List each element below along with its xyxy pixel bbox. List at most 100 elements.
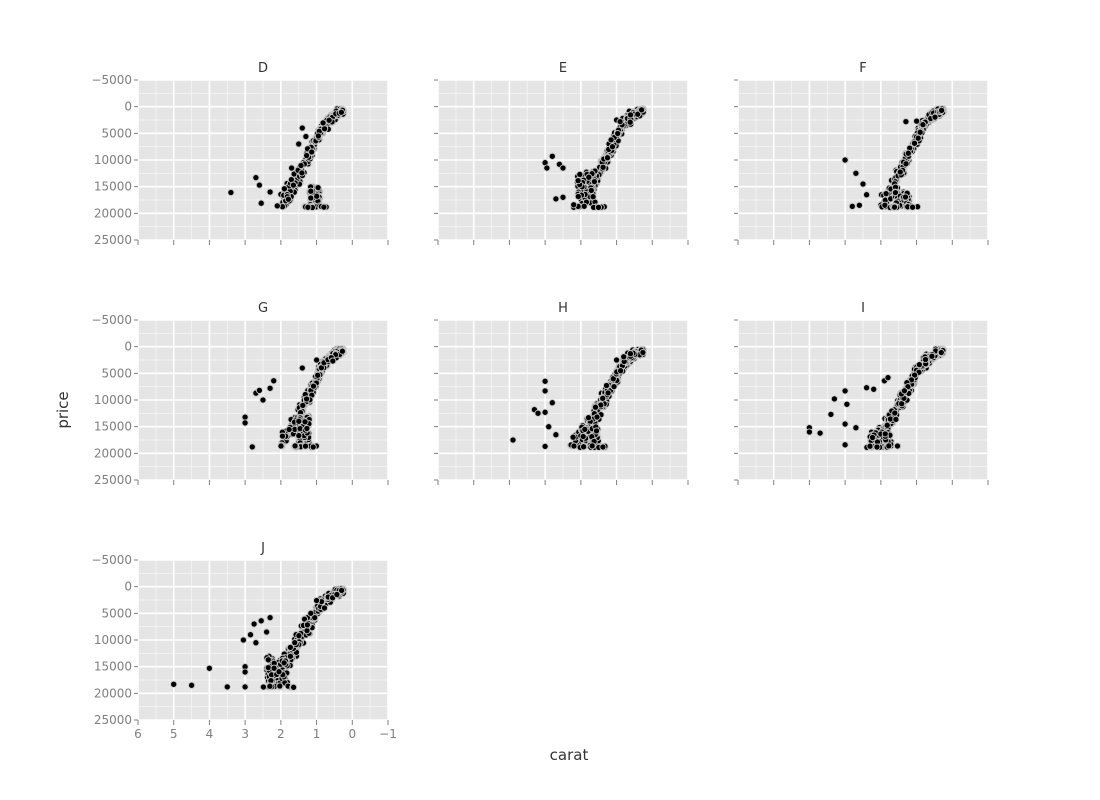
- scatter-point: [307, 609, 315, 617]
- scatter-point: [902, 118, 910, 126]
- scatter-point: [248, 443, 256, 451]
- scatter-point: [626, 111, 635, 119]
- scatter-point: [589, 193, 597, 201]
- facet-panel-i: I: [734, 301, 989, 485]
- scatter-point: [541, 408, 549, 416]
- scatter-point: [252, 639, 260, 647]
- facet-title: I: [861, 301, 865, 316]
- scatter-point: [338, 347, 346, 355]
- scatter-point: [866, 442, 874, 450]
- scatter-point: [552, 195, 560, 203]
- scatter-point: [626, 350, 634, 358]
- scatter-point: [290, 683, 298, 691]
- scatter-point: [298, 169, 306, 177]
- facet-panel-g: G −5000 0 5000 10000 15000 20000 25000: [91, 301, 389, 487]
- y-tick-label: 20000: [94, 446, 132, 460]
- scatter-point: [295, 140, 303, 148]
- scatter-point: [311, 614, 319, 622]
- scatter-point: [937, 348, 945, 357]
- scatter-point: [291, 442, 299, 450]
- scatter-point: [188, 681, 196, 689]
- scatter-point: [855, 201, 863, 209]
- scatter-point: [170, 680, 178, 688]
- scatter-point: [250, 620, 258, 628]
- scatter-point: [302, 132, 310, 141]
- scatter-point: [893, 442, 902, 450]
- scatter-point: [570, 201, 578, 209]
- scatter-point: [264, 664, 272, 672]
- facet-panel-h: H: [434, 301, 689, 485]
- scatter-point: [223, 683, 231, 691]
- scatter-point: [276, 682, 284, 690]
- scatter-point: [841, 156, 849, 164]
- scatter-points: [541, 105, 647, 211]
- scatter-point: [620, 353, 628, 361]
- scatter-point: [592, 427, 601, 435]
- scatter-point: [303, 424, 311, 433]
- scatter-point: [909, 203, 917, 211]
- scatter-point: [873, 443, 881, 451]
- scatter-point: [314, 371, 322, 379]
- scatter-point: [830, 395, 838, 403]
- scatter-point: [868, 433, 877, 442]
- scatter-point: [900, 387, 908, 395]
- scatter-point: [896, 168, 904, 176]
- scatter-point: [603, 154, 612, 162]
- scatter-points: [509, 345, 647, 451]
- scatter-point: [843, 400, 851, 408]
- scatter-point: [321, 125, 329, 133]
- scatter-point: [329, 357, 337, 365]
- scatter-point: [884, 374, 892, 382]
- x-tick-label: −1: [379, 727, 397, 741]
- scatter-point: [338, 586, 346, 594]
- x-axis-title: carat: [550, 746, 589, 764]
- scatter-point: [541, 387, 549, 395]
- facet-title: H: [558, 301, 568, 316]
- scatter-point: [298, 124, 306, 132]
- scatter-point: [570, 442, 578, 450]
- scatter-point: [883, 421, 891, 429]
- y-tick-label: 0: [124, 100, 132, 114]
- scatter-point: [307, 194, 315, 202]
- scatter-point: [599, 394, 607, 402]
- scatter-point: [273, 202, 281, 210]
- scatter-point: [559, 164, 567, 172]
- scatter-point: [921, 355, 930, 364]
- scatter-point: [585, 173, 593, 181]
- scatter-point: [928, 352, 936, 360]
- scatter-point: [255, 386, 263, 394]
- y-tick-label: 5000: [101, 366, 132, 380]
- scatter-point: [241, 419, 249, 427]
- scatter-point: [841, 420, 849, 428]
- scatter-point: [301, 442, 310, 450]
- scatter-point: [286, 643, 294, 651]
- scatter-point: [579, 432, 587, 441]
- scatter-point: [574, 192, 582, 201]
- scatter-point: [827, 410, 835, 418]
- scatter-point: [574, 177, 582, 185]
- scatter-point: [259, 683, 267, 691]
- scatter-point: [313, 356, 321, 364]
- scatter-point: [559, 193, 567, 201]
- scatter-point: [915, 361, 923, 369]
- scatter-point: [617, 367, 625, 375]
- scatter-point: [257, 199, 265, 207]
- scatter-point: [610, 383, 618, 391]
- scatter-point: [938, 106, 946, 114]
- x-tick-label: 4: [206, 727, 214, 741]
- scatter-point: [286, 652, 294, 660]
- scatter-point: [289, 181, 297, 189]
- scatter-point: [270, 377, 278, 385]
- y-tick-label: 15000: [94, 420, 132, 434]
- scatter-point: [816, 429, 824, 437]
- scatter-point: [320, 203, 328, 211]
- facet-panel-e: E: [434, 61, 689, 245]
- scatter-point: [805, 428, 813, 436]
- scatter-point: [270, 664, 278, 672]
- scatter-point: [301, 418, 309, 426]
- scatter-points: [805, 345, 947, 451]
- scatter-point: [205, 664, 213, 672]
- scatter-point: [303, 395, 311, 403]
- scatter-point: [259, 396, 267, 404]
